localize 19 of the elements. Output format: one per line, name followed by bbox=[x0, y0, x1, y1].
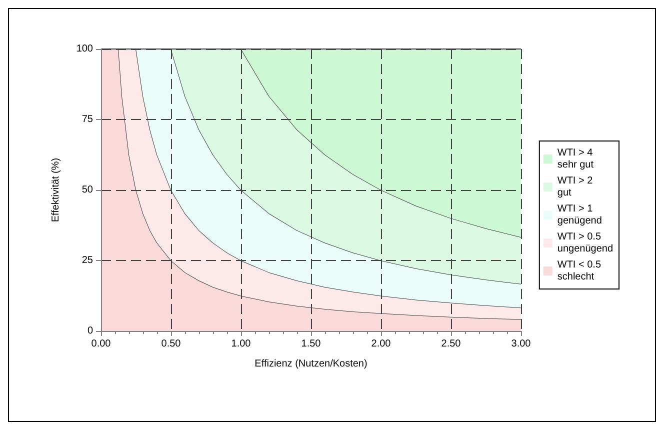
y-tick-label: 50 bbox=[82, 184, 94, 196]
legend-label: WTI > 2 gut bbox=[557, 176, 594, 198]
y-axis-title: Effektivität (%) bbox=[50, 158, 62, 222]
x-tick-label: 1.50 bbox=[301, 338, 322, 350]
y-tick-label: 0 bbox=[87, 326, 94, 336]
legend-label: WTI > 1 genügend bbox=[557, 204, 602, 226]
legend-label: WTI > 0.5 ungenügend bbox=[557, 232, 614, 254]
y-tick-label: 100 bbox=[76, 44, 94, 54]
x-axis-title: Effizienz (Nutzen/Kosten) bbox=[254, 358, 368, 370]
y-tick-label: 25 bbox=[82, 255, 94, 266]
x-tick-label: 1.00 bbox=[231, 338, 252, 350]
x-tick-label: 3.00 bbox=[511, 338, 532, 350]
legend-label: WTI > 4 sehr gut bbox=[557, 148, 594, 170]
x-tick-label: 2.00 bbox=[371, 338, 392, 350]
x-tick-label: 0.50 bbox=[161, 338, 182, 350]
y-tick-label: 75 bbox=[82, 114, 94, 125]
legend-label: WTI < 0.5 schlecht bbox=[557, 260, 602, 282]
x-tick-label: 2.50 bbox=[441, 338, 462, 350]
x-tick-label: 0.00 bbox=[91, 338, 112, 350]
